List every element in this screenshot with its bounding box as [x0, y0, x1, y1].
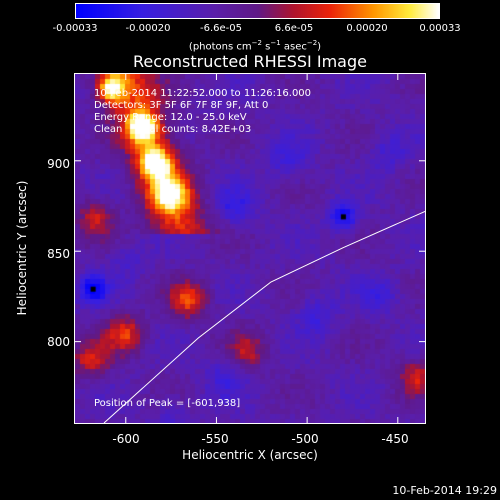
annotation-time-range: 10-Feb-2014 11:22:52.000 to 11:26:16.000: [94, 88, 312, 99]
annotation-energy: Energy Range: 12.0 - 25.0 keV: [94, 112, 247, 123]
y-axis-label: Heliocentric Y (arcsec): [15, 180, 29, 316]
x-tick-label: -500: [291, 432, 319, 446]
colorbar-tick: 0.00033: [419, 23, 461, 34]
x-tick-label: -450: [381, 432, 409, 446]
colorbar-units: (photons cm−2 s−1 asec−2): [188, 39, 322, 53]
annotation-peak: Position of Peak = [-601,938]: [94, 398, 241, 409]
annotation-clean: Clean Total counts: 8.42E+03: [94, 124, 252, 135]
timestamp: 10-Feb-2014 19:29: [392, 484, 497, 497]
colorbar-tick: 6.6e-05: [274, 23, 314, 34]
chart-title: Reconstructed RHESSI Image: [133, 52, 367, 71]
heatmap-image: [75, 74, 425, 423]
limb-overlay: [75, 74, 425, 423]
y-tick-label: 850: [47, 247, 70, 261]
plot-area: [74, 73, 426, 424]
colorbar-tick: -0.00033: [52, 23, 98, 34]
annotation-detectors: Detectors: 3F 5F 6F 7F 8F 9F, Att 0: [94, 100, 269, 111]
y-tick-label: 800: [47, 335, 70, 349]
x-tick-label: -600: [112, 432, 140, 446]
x-axis-label: Heliocentric X (arcsec): [182, 448, 318, 462]
x-tick-label: -550: [201, 432, 229, 446]
colorbar-tick: 0.00020: [346, 23, 388, 34]
colorbar: [75, 3, 440, 19]
colorbar-tick: -6.6e-05: [200, 23, 242, 34]
solar-limb-line: [103, 210, 425, 423]
colorbar-tick: -0.00020: [125, 23, 171, 34]
y-tick-label: 900: [47, 157, 70, 171]
